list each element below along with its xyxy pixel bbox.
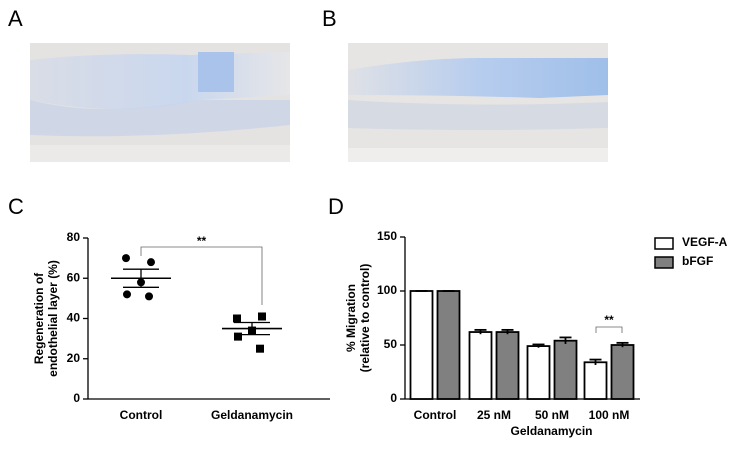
bar: [610, 344, 635, 400]
legend-label: bFGF: [682, 254, 713, 268]
y-axis-label: % Migration: [344, 284, 358, 352]
significance-bracket: [140, 246, 263, 305]
bar: [553, 339, 578, 400]
data-point: [122, 254, 130, 263]
panel-label: A: [8, 6, 23, 31]
x-tick-label: Control: [414, 408, 457, 422]
x-tick-label: Geldanamycin: [211, 408, 293, 422]
photo-b: [348, 43, 608, 162]
x-tick-label: 50 nM: [535, 408, 569, 422]
bar: [583, 361, 608, 400]
bar: [409, 290, 434, 400]
significance-bracket: [595, 326, 623, 333]
data-point: [258, 312, 266, 321]
y-tick-label: 0: [390, 391, 397, 405]
y-tick-label: 80: [67, 230, 81, 244]
data-point: [145, 292, 153, 301]
y-axis-label: endothelial layer (%): [46, 260, 60, 377]
panel-label: C: [8, 194, 24, 219]
y-tick-label: 150: [377, 229, 397, 243]
y-tick-label: 100: [377, 283, 397, 297]
data-point: [123, 290, 131, 299]
legend-label: VEGF-A: [682, 235, 728, 249]
panel-label: B: [322, 6, 337, 31]
data-point: [233, 314, 241, 323]
y-axis-label: Regeneration of: [32, 272, 46, 364]
data-point: [234, 332, 242, 341]
y-tick-label: 0: [73, 391, 80, 405]
x-tick-label: 100 nM: [589, 408, 630, 422]
x-axis-label: Geldanamycin: [510, 424, 592, 438]
y-tick-label: 50: [384, 337, 398, 351]
y-axis-label: (relative to control): [358, 264, 372, 373]
y-tick-label: 60: [67, 270, 81, 284]
bar: [526, 345, 551, 400]
panel-label: D: [328, 194, 344, 219]
legend-swatch: [654, 256, 674, 269]
y-tick-label: 20: [67, 351, 81, 365]
x-tick-label: 25 nM: [477, 408, 511, 422]
data-point: [256, 344, 264, 353]
significance-label: **: [604, 313, 614, 327]
photo-a: [30, 43, 290, 162]
significance-label: **: [197, 234, 207, 248]
x-tick-label: Control: [120, 408, 163, 422]
bar: [468, 331, 493, 400]
data-point: [147, 258, 155, 267]
y-tick-label: 40: [67, 311, 81, 325]
legend-swatch: [654, 237, 674, 250]
bar: [495, 331, 520, 400]
bar: [436, 290, 461, 400]
